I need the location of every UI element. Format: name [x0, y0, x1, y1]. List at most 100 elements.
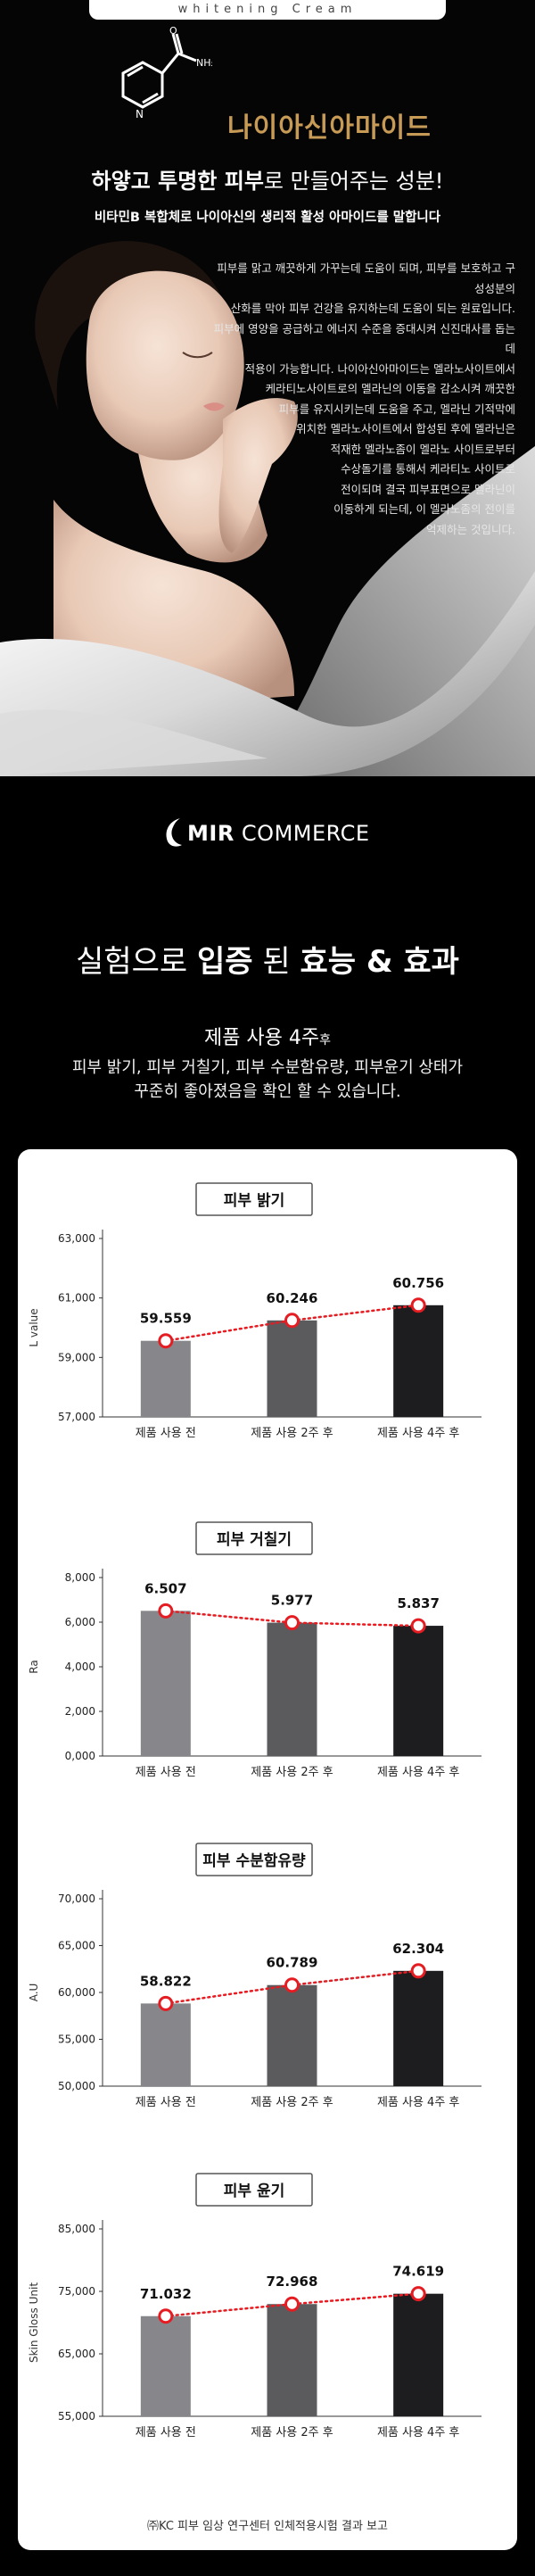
tagline-bar: whitening Cream — [89, 0, 446, 20]
chart-bar — [267, 1984, 317, 2086]
chart-y-tick-label: 70,000 — [58, 1893, 95, 1905]
footnote: ㈜KC 피부 임상 연구센터 인체적용시험 결과 보고 — [147, 2520, 388, 2533]
chart-data-label: 6.507 — [144, 1580, 186, 1596]
chart-y-tick-label: 0,000 — [65, 1750, 95, 1762]
chart-data-label: 62.304 — [392, 1941, 444, 1957]
chart-data-label: 60.789 — [267, 1955, 318, 1971]
chart-x-tick-label: 제품 사용 4주 후 — [377, 2096, 459, 2109]
results-description-line: 꾸준히 좋아졌음을 확인 할 수 있습니다. — [134, 1082, 401, 1101]
chart-point — [410, 1297, 426, 1313]
brand-name-rest: COMMERCE — [234, 821, 370, 846]
hero-description-line: 피부를 맑고 깨끗하게 가꾸는데 도움이 되며, 피부를 보호하고 구성성분의 — [217, 261, 515, 295]
hero-description-line: 억제하는 것입니다. — [426, 522, 515, 536]
chart-roughness: 피부 거칠기 Ra 0,000 2,000 4,000 6,000 8,000 제품 사용 전… — [18, 1506, 517, 1801]
chart-x-tick-label: 제품 사용 전 — [136, 2426, 196, 2439]
hero-section: whitening Cream N NH₂ O 나이아신아마이드 하얗고 투명한… — [0, 0, 535, 776]
hero-description: 피부를 맑고 깨끗하게 가꾸는데 도움이 되며, 피부를 보호하고 구성성분의 … — [212, 259, 515, 540]
chart-brightness: 피부 밝기 L value 57,000 59,000 61,000 63,000 제품 사… — [18, 1167, 517, 1462]
chart-bar — [393, 1305, 444, 1417]
brand-logo-icon — [166, 818, 182, 847]
chart-x-tick-label: 제품 사용 4주 후 — [377, 1427, 459, 1440]
chart-data-label: 58.822 — [140, 1973, 192, 1989]
chart-x-tick-label: 제품 사용 4주 후 — [377, 2426, 459, 2439]
section-title-bold: 입증 — [197, 944, 253, 980]
chart-x-tick-label: 제품 사용 전 — [136, 1427, 196, 1440]
hero-title: 나이아신아마이드 — [227, 112, 432, 144]
results-description-line: 피부 밝기, 피부 거칠기, 피부 수분함유량, 피부윤기 상태가 — [71, 1058, 464, 1077]
hero-description-line: 피부에 영양을 공급하고 에너지 수준을 증대시켜 신진대사를 돕는데 — [213, 321, 515, 356]
chart-point — [410, 2286, 426, 2302]
chart-data-label: 5.977 — [271, 1593, 313, 1609]
chart-y-tick-label: 2,000 — [65, 1705, 95, 1718]
section-title-bold: 효능 & 효과 — [300, 944, 459, 980]
hero-subtitle: 하얗고 투명한 피부로 만들어주는 성분! — [0, 163, 535, 195]
hero-subtitle-bold: 하얗고 투명한 피부 — [91, 169, 264, 194]
hero-description-line: 이동하게 되는데, 이 멜라노좀의 전이를 — [333, 502, 515, 516]
chart-brightness-svg: 피부 밝기 L value 57,000 59,000 61,000 63,000 제품 사… — [28, 1182, 482, 1440]
chart-data-label: 5.837 — [397, 1595, 439, 1611]
svg-text:NH₂: NH₂ — [196, 57, 212, 69]
hero-description-line: 산화를 막아 피부 건강을 유지하는데 도움이 되는 원료입니다. — [230, 302, 515, 315]
chart-y-tick-label: 65,000 — [58, 1940, 95, 1952]
brand-name: MIR COMMERCE — [187, 821, 370, 846]
chart-y-axis-label: A.U — [28, 1984, 40, 2002]
chart-bar — [393, 1970, 444, 2086]
chart-y-tick-label: 59,000 — [58, 1351, 95, 1363]
chart-title: 피부 윤기 — [224, 2183, 284, 2200]
hero-description-line: 적재한 멜라노좀이 멜라노 사이트로부터 — [330, 442, 515, 456]
chart-y-tick-label: 55,000 — [58, 2410, 95, 2423]
chart-data-label: 59.559 — [140, 1311, 192, 1327]
usage-period-suffix: 후 — [319, 1033, 332, 1048]
chart-roughness-svg: 피부 거칠기 Ra 0,000 2,000 4,000 6,000 8,000 제품 사용 전… — [28, 1521, 482, 1779]
chart-point — [158, 1995, 174, 2011]
chart-data-label: 71.032 — [140, 2286, 192, 2302]
chart-y-tick-label: 75,000 — [58, 2285, 95, 2298]
chart-x-tick-label: 제품 사용 전 — [136, 1766, 196, 1779]
chart-point — [410, 1963, 426, 1979]
chart-y-axis-label: L value — [28, 1308, 40, 1346]
chart-title-box — [195, 1521, 313, 1555]
chart-point — [284, 1313, 300, 1329]
hero-description-line: 수상돌기를 통해서 케라티노 사이트로 — [341, 462, 515, 476]
section-title: 실험으로 입증 된 효능 & 효과 — [0, 937, 535, 981]
chart-y-tick-label: 65,000 — [58, 2348, 95, 2360]
usage-period-main: 제품 사용 4주 — [203, 1027, 320, 1049]
chart-title-box — [195, 1182, 313, 1216]
chart-point — [158, 1333, 174, 1349]
usage-period: 제품 사용 4주후 — [0, 1022, 535, 1050]
results-panel: 피부 밝기 L value 57,000 59,000 61,000 63,000 제품 사… — [18, 1149, 517, 2550]
chart-data-label: 74.619 — [392, 2264, 444, 2280]
chart-bar — [140, 2315, 191, 2416]
chart-x-tick-label: 제품 사용 2주 후 — [251, 2426, 333, 2439]
chart-moisture-svg: 피부 수분함유량 A.U 50,000 55,000 60,000 65,000 70,00… — [28, 1843, 482, 2109]
section-title-part: 실험으로 — [76, 944, 197, 980]
chart-bar — [267, 1320, 317, 1417]
chart-y-tick-label: 50,000 — [58, 2080, 95, 2092]
chart-y-tick-label: 57,000 — [58, 1411, 95, 1423]
chart-point — [284, 1615, 300, 1631]
chart-x-tick-label: 제품 사용 2주 후 — [251, 1427, 333, 1440]
chart-x-tick-label: 제품 사용 4주 후 — [377, 1766, 459, 1779]
chart-bar — [140, 2003, 191, 2086]
chart-x-tick-label: 제품 사용 전 — [136, 2096, 196, 2109]
chart-data-label: 60.756 — [392, 1275, 444, 1291]
chart-x-tick-label: 제품 사용 2주 후 — [251, 1766, 333, 1779]
chart-y-tick-label: 60,000 — [58, 1986, 95, 1999]
chart-title-box — [195, 1843, 313, 1876]
chart-trend-line — [164, 2292, 420, 2318]
brand-name-bold: MIR — [187, 821, 235, 846]
hero-subtitle-rest: 로 만들어주는 성분! — [263, 169, 444, 194]
chart-data-label: 72.968 — [267, 2274, 318, 2290]
chart-gloss: 피부 윤기 Skin Gloss Unit 55,000 65,000 75,000 85… — [18, 2158, 517, 2461]
hero-description-line: 케라티노사이트로의 멜라닌의 이동을 감소시켜 깨끗한 — [265, 382, 515, 395]
chart-title: 피부 수분함유량 — [202, 1851, 306, 1870]
chart-y-tick-label: 55,000 — [58, 2033, 95, 2046]
chart-x-tick-label: 제품 사용 2주 후 — [251, 2096, 333, 2109]
svg-text:O: O — [169, 27, 177, 37]
chart-title-box — [195, 2173, 313, 2207]
model-illustration — [0, 241, 535, 776]
hero-description-line: 위치한 멜라노사이트에서 합성된 후에 멜라닌은 — [296, 422, 515, 435]
chart-y-tick-label: 61,000 — [58, 1292, 95, 1305]
section-title-part: 된 — [252, 944, 300, 980]
